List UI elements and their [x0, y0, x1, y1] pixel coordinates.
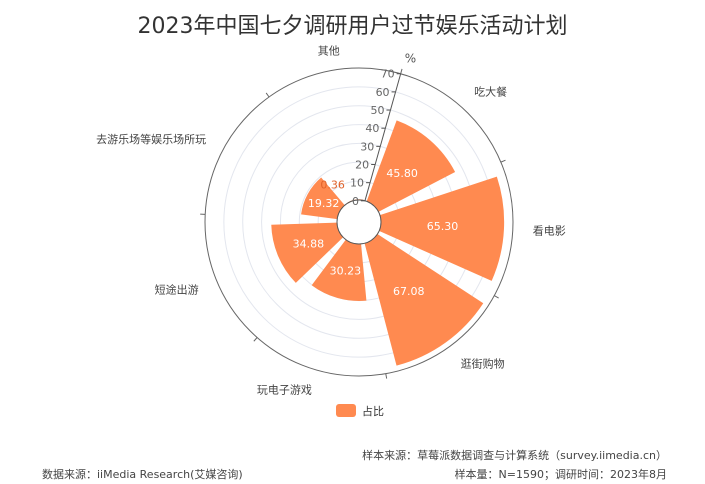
chart-title: 2023年中国七夕调研用户过节娱乐活动计划: [137, 14, 568, 39]
bar-1: [379, 176, 505, 281]
angle-tick: [400, 68, 403, 74]
radial-tick-label: 60: [376, 86, 390, 99]
bar-4: [271, 222, 344, 283]
category-label: 短途出游: [155, 283, 199, 297]
data-label: 19.32: [308, 197, 340, 210]
center-hole: [336, 199, 382, 245]
angle-tick: [494, 295, 499, 299]
radial-tick-label: 40: [365, 122, 379, 135]
sample-source: 样本来源：草莓派数据调查与计算系统（survey.iimedia.cn）: [362, 449, 667, 462]
bar-5: [301, 177, 345, 220]
category-label: 玩电子游戏: [257, 384, 312, 397]
data-source: 数据来源：iiMedia Research(艾媒咨询): [42, 468, 243, 481]
radial-tick-label: 0: [352, 195, 359, 208]
radial-tick-label: 30: [360, 140, 374, 153]
data-label: 30.23: [330, 265, 362, 278]
bar-2: [364, 234, 484, 366]
angle-tick: [500, 159, 506, 163]
bar-3: [311, 239, 367, 302]
radial-tick-label: 70: [381, 68, 395, 81]
radial-tick-label: 20: [355, 159, 369, 172]
category-label: 去游乐场等娱乐场所玩: [96, 132, 206, 146]
data-label: 67.08: [393, 285, 425, 298]
angle-tick: [253, 337, 258, 342]
category-label: 逛街购物: [461, 356, 505, 370]
bar-0: [366, 120, 456, 212]
category-label: 其他: [318, 45, 340, 58]
category-label: 看电影: [533, 224, 566, 238]
radial-tick-label: 10: [350, 177, 364, 190]
radial-tick-label: 50: [370, 104, 384, 117]
grid-circle: [204, 67, 514, 377]
angle-tick: [385, 373, 388, 379]
radial-axis-line: [364, 73, 402, 201]
legend-swatch: [336, 404, 356, 417]
angle-tick: [265, 92, 270, 98]
sample-info: 样本量：N=1590；调研时间：2023年8月: [454, 468, 667, 481]
legend-label: 占比: [362, 404, 384, 418]
category-label: 吃大餐: [474, 85, 507, 99]
data-label: 0.36: [320, 178, 345, 191]
data-label: 65.30: [427, 220, 459, 233]
data-label: 34.88: [293, 237, 325, 250]
radial-axis-unit: %: [405, 51, 416, 65]
data-label: 45.80: [386, 167, 418, 180]
